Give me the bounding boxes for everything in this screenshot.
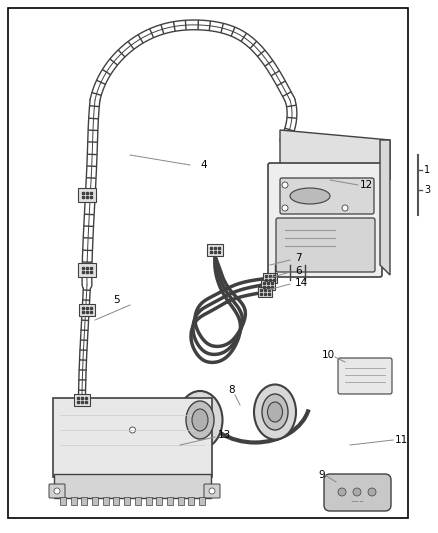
Bar <box>199 497 205 505</box>
Text: 14: 14 <box>295 278 308 288</box>
Bar <box>103 497 109 505</box>
Text: 3: 3 <box>424 185 430 195</box>
FancyBboxPatch shape <box>204 484 220 498</box>
Bar <box>261 280 275 290</box>
Text: 9: 9 <box>318 470 325 480</box>
FancyBboxPatch shape <box>338 358 392 394</box>
Bar <box>79 304 95 316</box>
FancyBboxPatch shape <box>276 218 375 272</box>
FancyBboxPatch shape <box>53 398 212 477</box>
Text: ~~~: ~~~ <box>350 499 364 505</box>
Text: 6: 6 <box>295 266 302 276</box>
Circle shape <box>353 488 361 496</box>
Polygon shape <box>380 140 390 275</box>
Ellipse shape <box>290 188 330 204</box>
Circle shape <box>54 488 60 494</box>
Bar <box>145 497 152 505</box>
Circle shape <box>368 488 376 496</box>
Bar <box>258 287 272 297</box>
Bar <box>207 244 223 256</box>
Bar <box>92 497 98 505</box>
FancyBboxPatch shape <box>54 474 211 498</box>
Bar <box>78 263 96 277</box>
Text: 4: 4 <box>200 160 207 170</box>
Bar <box>60 497 66 505</box>
Text: 7: 7 <box>295 253 302 263</box>
Bar <box>74 394 90 406</box>
Bar <box>178 497 184 505</box>
Text: 12: 12 <box>360 180 373 190</box>
Polygon shape <box>280 130 390 180</box>
Bar <box>81 497 88 505</box>
FancyBboxPatch shape <box>280 178 374 214</box>
FancyBboxPatch shape <box>268 163 382 277</box>
Bar <box>78 188 96 202</box>
Ellipse shape <box>262 394 288 430</box>
Bar <box>113 497 120 505</box>
FancyBboxPatch shape <box>49 484 65 498</box>
Bar <box>156 497 162 505</box>
Bar <box>124 497 130 505</box>
Circle shape <box>338 488 346 496</box>
Ellipse shape <box>177 391 223 449</box>
Text: 13: 13 <box>218 430 231 440</box>
Text: 5: 5 <box>113 295 120 305</box>
Circle shape <box>209 488 215 494</box>
Circle shape <box>282 182 288 188</box>
Text: 10: 10 <box>322 350 335 360</box>
Ellipse shape <box>186 401 214 439</box>
FancyBboxPatch shape <box>324 474 391 511</box>
Bar <box>188 497 194 505</box>
Bar <box>167 497 173 505</box>
Bar <box>263 273 277 283</box>
Circle shape <box>282 205 288 211</box>
Circle shape <box>130 427 135 433</box>
Bar <box>135 497 141 505</box>
Text: 1: 1 <box>424 165 430 175</box>
Circle shape <box>342 205 348 211</box>
Ellipse shape <box>254 384 296 440</box>
Ellipse shape <box>192 409 208 431</box>
Text: 11: 11 <box>395 435 408 445</box>
Text: 8: 8 <box>228 385 235 395</box>
Bar <box>71 497 77 505</box>
Ellipse shape <box>268 402 283 422</box>
